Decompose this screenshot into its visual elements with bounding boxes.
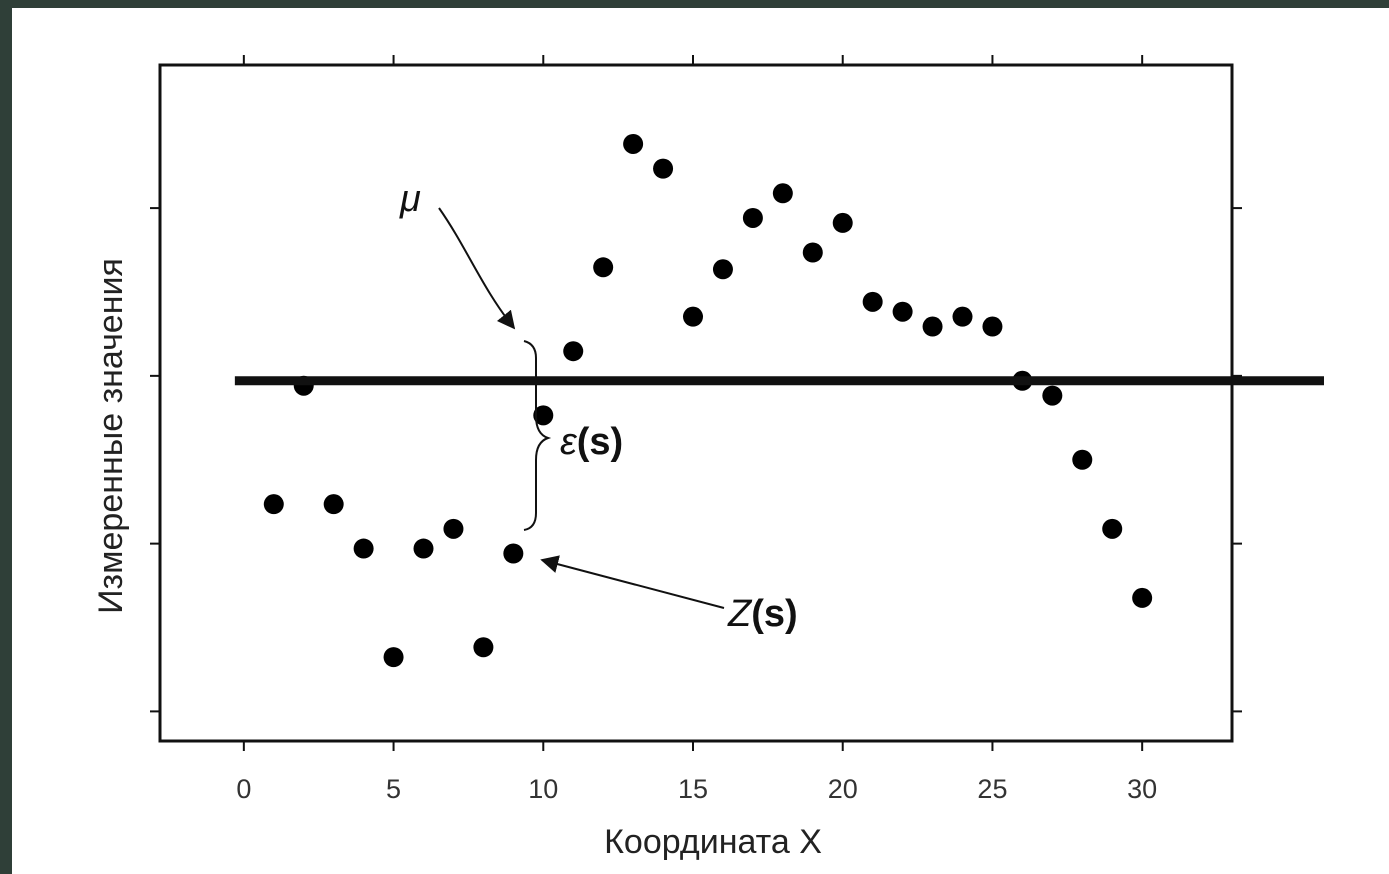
- observation-arrow: [540, 555, 725, 609]
- data-point: [503, 543, 524, 564]
- data-point: [772, 183, 793, 204]
- x-tick-label: 25: [977, 774, 1007, 804]
- data-point: [413, 538, 434, 559]
- y-axis-title: Измеренные значения: [92, 258, 130, 614]
- observation-symbol: Z: [727, 593, 753, 635]
- x-tick-label: 20: [828, 774, 858, 804]
- data-point: [1132, 587, 1153, 608]
- data-points: [263, 133, 1153, 668]
- data-point: [1102, 518, 1123, 539]
- x-tick-label: 5: [386, 774, 401, 804]
- data-point: [862, 291, 883, 312]
- x-axis-ticks: [242, 55, 1144, 751]
- error-symbol: ε: [560, 421, 578, 463]
- data-point: [1042, 385, 1063, 406]
- data-point: [623, 133, 644, 154]
- data-point: [952, 306, 973, 327]
- data-point: [443, 518, 464, 539]
- data-point: [712, 259, 733, 280]
- mean-label: μ: [399, 178, 421, 220]
- mean-arrow: [438, 207, 516, 330]
- data-point: [922, 316, 943, 337]
- x-tick-label: 0: [236, 774, 251, 804]
- data-point: [353, 538, 374, 559]
- data-point: [742, 207, 763, 228]
- scatter-chart: 0 5 10 15 20 25 30 μ ε(s) Z(s) Координата X Из…: [92, 55, 1324, 861]
- x-axis-title: Координата X: [604, 823, 822, 861]
- error-arg: (s): [577, 421, 623, 463]
- x-tick-label: 15: [678, 774, 708, 804]
- data-point: [802, 242, 823, 263]
- data-point: [1072, 449, 1093, 470]
- data-point: [593, 257, 614, 278]
- data-point: [563, 341, 584, 362]
- chart-canvas: 0 5 10 15 20 25 30 μ ε(s) Z(s) Координата X Из…: [12, 8, 1389, 874]
- data-point: [982, 316, 1003, 337]
- data-point: [473, 637, 494, 658]
- data-point: [683, 306, 704, 327]
- data-point: [892, 301, 913, 322]
- x-axis-tick-labels: 0 5 10 15 20 25 30: [236, 774, 1157, 804]
- data-point: [383, 647, 404, 668]
- plot-area-frame: [158, 63, 1234, 743]
- error-label: ε(s): [560, 421, 623, 463]
- x-tick-label: 30: [1127, 774, 1157, 804]
- error-brace: [523, 340, 552, 531]
- x-tick-label: 10: [528, 774, 558, 804]
- data-point: [323, 494, 344, 515]
- observation-label: Z(s): [727, 593, 798, 635]
- data-point: [533, 405, 554, 426]
- data-point: [263, 494, 284, 515]
- y-axis-ticks: [150, 207, 1242, 713]
- data-point: [832, 212, 853, 233]
- data-point: [653, 158, 674, 179]
- observation-arg: (s): [751, 593, 797, 635]
